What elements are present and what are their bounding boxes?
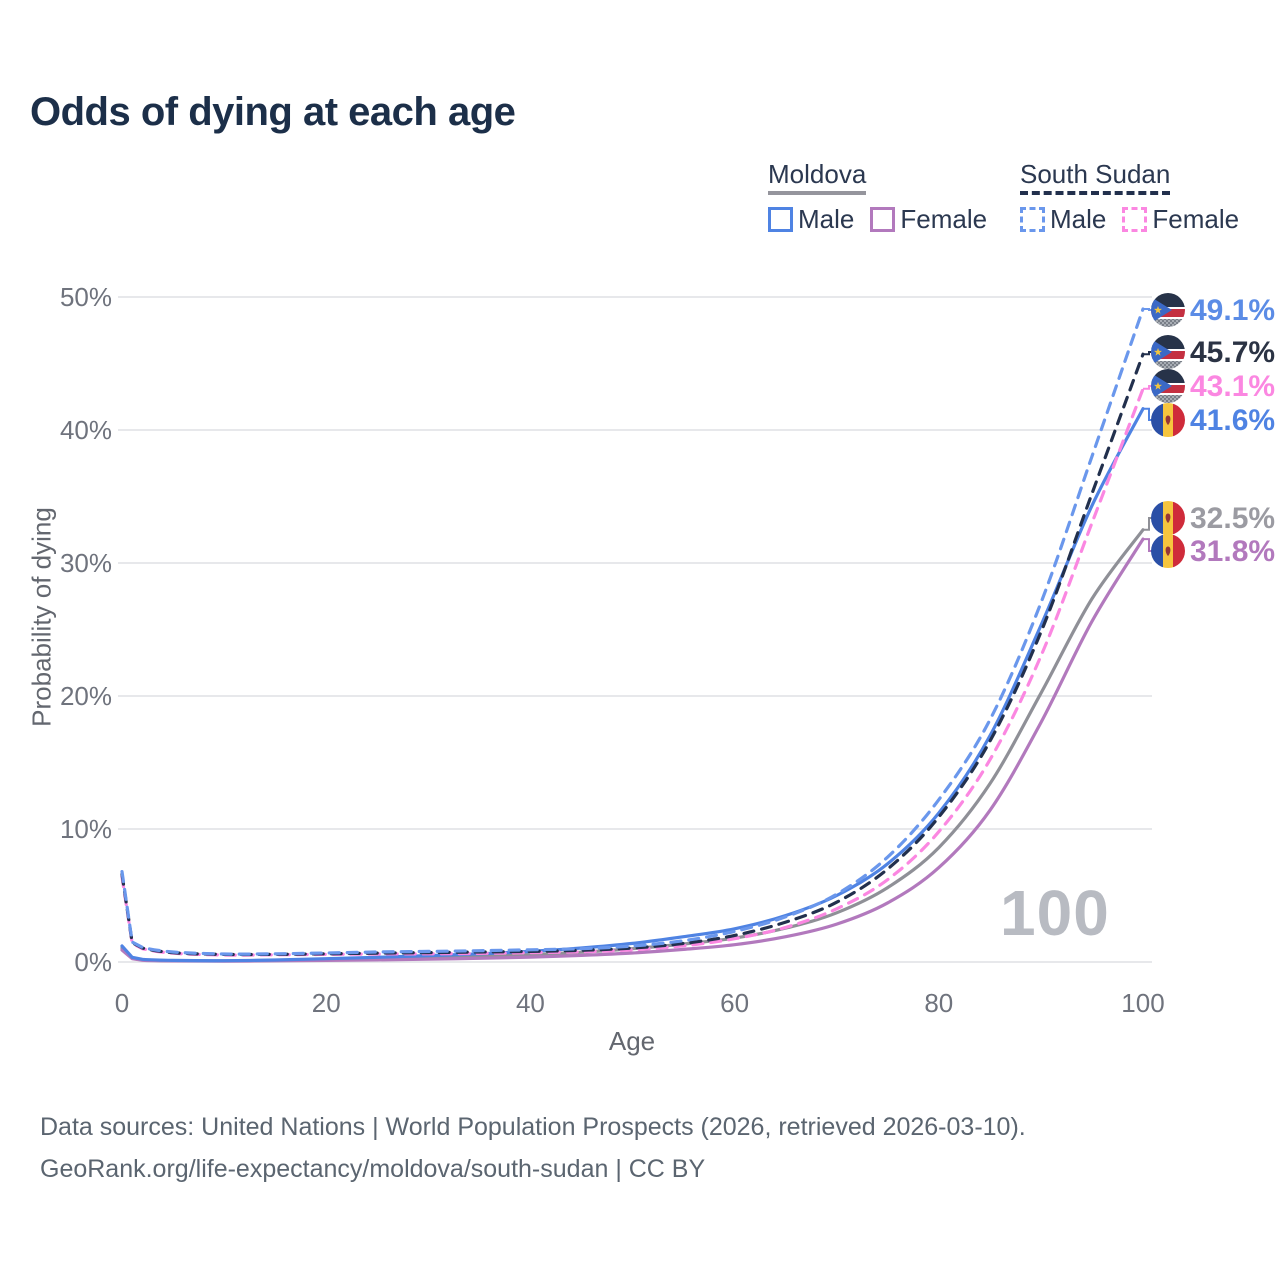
gridlines (118, 296, 1152, 963)
footer-attribution-link: GeoRank.org/life-expectancy/moldova/sout… (40, 1155, 706, 1183)
legend-label: Female (1152, 203, 1240, 234)
moldova-flag-icon (1151, 534, 1185, 568)
legend-row-south-sudan: Male Female (1020, 204, 1239, 235)
y-axis-title: Probability of dying (26, 507, 57, 727)
y-tick-label: 10% (60, 814, 112, 844)
y-tick-label: 50% (60, 282, 112, 312)
y-tick-label: 40% (60, 415, 112, 445)
end-value-label: 43.1% (1190, 370, 1275, 403)
legend-group-moldova: Moldova Male Female (768, 159, 987, 235)
legend-label: Male (798, 203, 855, 234)
series-line-moldova-female (120, 537, 1145, 963)
y-tick-label: 20% (60, 681, 112, 711)
legend-group-south-sudan: South Sudan Male Female (1020, 159, 1239, 235)
legend-item-south-sudan-male[interactable]: Male (1020, 204, 1106, 235)
south-sudan-female-swatch-icon (1122, 206, 1148, 232)
end-value-label: 31.8% (1190, 535, 1275, 568)
moldova-flag-icon (1151, 403, 1185, 437)
legend-item-moldova-female[interactable]: Female (870, 204, 987, 235)
end-value-label: 32.5% (1190, 502, 1275, 535)
x-tick-label: 60 (720, 988, 749, 1018)
south-sudan-male-swatch-icon (1020, 206, 1045, 232)
moldova-flag-icon (1151, 501, 1185, 535)
legend-label: Male (1050, 203, 1107, 234)
south-sudan-flag-icon (1151, 369, 1185, 403)
x-tick-label: 80 (924, 988, 953, 1018)
x-tick-label: 20 (312, 988, 341, 1018)
moldova-female-swatch-icon (870, 206, 896, 232)
moldova-male-swatch-icon (768, 206, 793, 232)
legend-item-moldova-male[interactable]: Male (768, 204, 854, 235)
page-title: Odds of dying at each age (30, 90, 516, 134)
x-tick-label: 40 (516, 988, 545, 1018)
south-sudan-flag-icon (1151, 293, 1185, 327)
series-line-moldova-male (120, 407, 1145, 963)
x-tick-label: 0 (115, 988, 129, 1018)
y-tick-label: 0% (74, 947, 112, 977)
series-lines (120, 307, 1145, 963)
footer-data-sources: Data sources: United Nations | World Pop… (40, 1113, 1026, 1141)
x-tick-label: 100 (1121, 988, 1164, 1018)
legend-header-moldova[interactable]: Moldova (768, 159, 867, 195)
series-line-south-sudan-female (120, 387, 1145, 957)
legend-item-south-sudan-female[interactable]: Female (1122, 204, 1239, 235)
footer: Data sources: United Nations | World Pop… (40, 1106, 1026, 1190)
y-tick-label: 30% (60, 548, 112, 578)
series-line-south-sudan-both (120, 352, 1145, 957)
axis-and-end-labels: 0% 10% 20% 30% 40% 50% 0 20 40 60 80 100 32.5%31.8% 4… (60, 282, 1275, 1018)
legend-header-south-sudan[interactable]: South Sudan (1020, 159, 1171, 195)
age-watermark: 100 (1000, 877, 1110, 949)
legend-row-moldova: Male Female (768, 204, 987, 235)
end-value-label: 41.6% (1190, 404, 1275, 437)
x-axis-title: Age (608, 1026, 656, 1056)
legend-label: Female (900, 203, 988, 234)
series-line-south-sudan-male (120, 307, 1145, 956)
end-value-label: 45.7% (1190, 336, 1275, 369)
end-value-label: 49.1% (1190, 294, 1275, 327)
series-line-moldova-both (120, 528, 1145, 963)
south-sudan-flag-icon (1151, 335, 1185, 369)
